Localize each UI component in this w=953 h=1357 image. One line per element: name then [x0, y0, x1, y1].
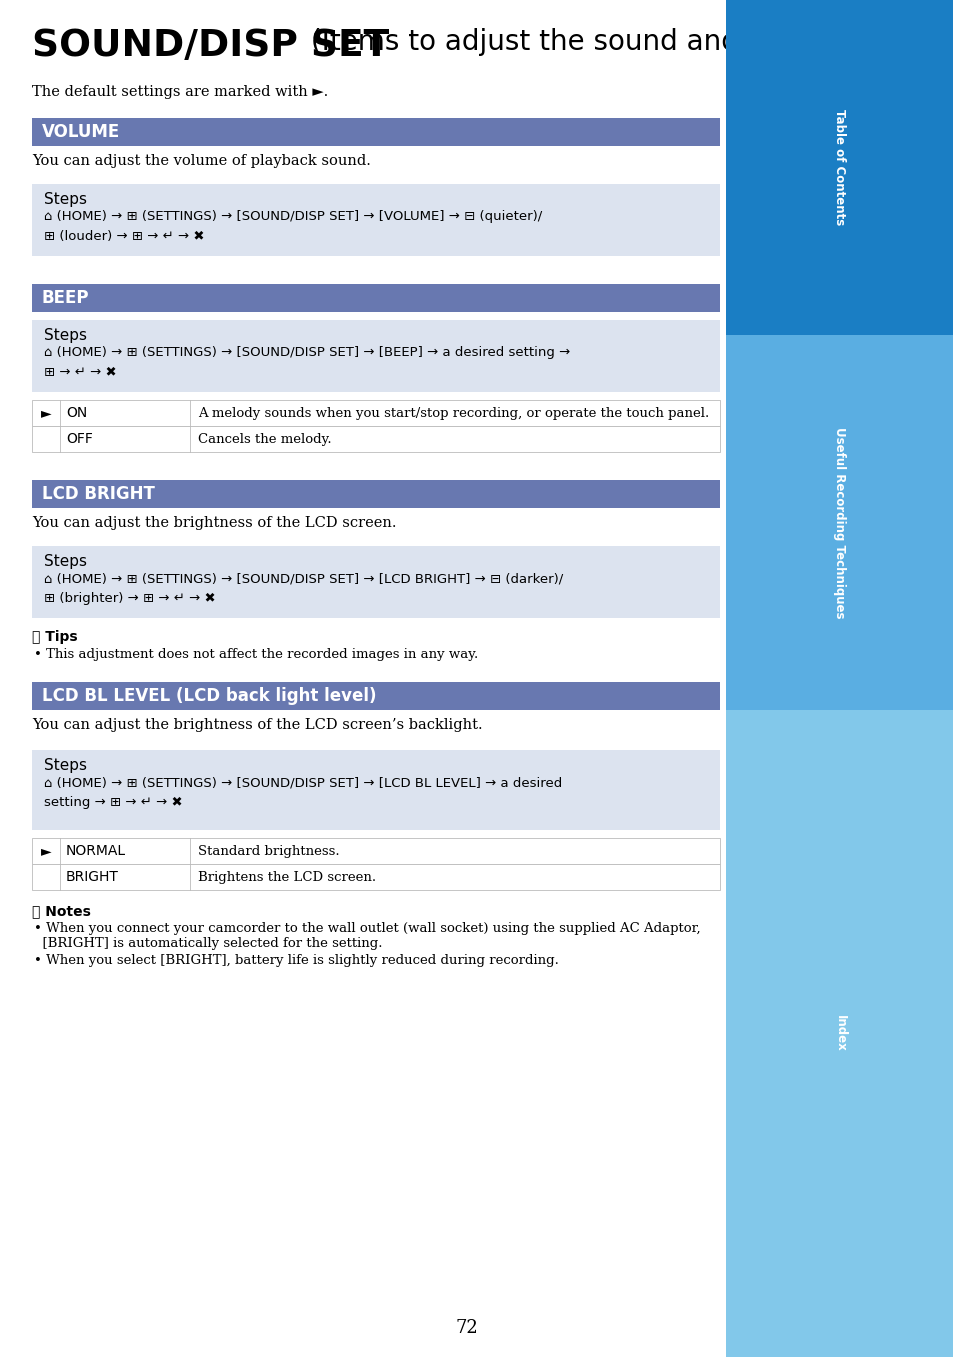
- Text: setting → ⊞ → ↵ → ✖: setting → ⊞ → ↵ → ✖: [44, 797, 182, 809]
- Text: (Items to adjust the sound and the screen): (Items to adjust the sound and the scree…: [302, 28, 904, 56]
- Text: Standard brightness.: Standard brightness.: [198, 844, 339, 858]
- Bar: [725, 335, 953, 710]
- Text: ⌂ (HOME) → ⊞ (SETTINGS) → [SOUND/DISP SET] → [BEEP] → a desired setting →: ⌂ (HOME) → ⊞ (SETTINGS) → [SOUND/DISP SE…: [44, 346, 570, 360]
- Text: Steps: Steps: [44, 759, 87, 773]
- Text: 💡 Tips: 💡 Tips: [32, 630, 77, 645]
- Bar: [32, 839, 720, 864]
- Text: ⌂ (HOME) → ⊞ (SETTINGS) → [SOUND/DISP SET] → [VOLUME] → ⊟ (quieter)/: ⌂ (HOME) → ⊞ (SETTINGS) → [SOUND/DISP SE…: [44, 210, 541, 223]
- Bar: [32, 118, 720, 147]
- Text: • This adjustment does not affect the recorded images in any way.: • This adjustment does not affect the re…: [34, 649, 477, 661]
- Text: You can adjust the brightness of the LCD screen’s backlight.: You can adjust the brightness of the LCD…: [32, 718, 482, 731]
- Text: ►: ►: [41, 844, 51, 858]
- Text: 72: 72: [456, 1319, 477, 1337]
- Text: Steps: Steps: [44, 554, 87, 569]
- Bar: [32, 426, 720, 452]
- Text: Cancels the melody.: Cancels the melody.: [198, 433, 332, 445]
- Text: • When you select [BRIGHT], battery life is slightly reduced during recording.: • When you select [BRIGHT], battery life…: [34, 954, 558, 968]
- Text: • When you connect your camcorder to the wall outlet (wall socket) using the sup: • When you connect your camcorder to the…: [34, 921, 700, 950]
- Text: Steps: Steps: [44, 191, 87, 208]
- Text: ⌂ (HOME) → ⊞ (SETTINGS) → [SOUND/DISP SET] → [LCD BRIGHT] → ⊟ (darker)/: ⌂ (HOME) → ⊞ (SETTINGS) → [SOUND/DISP SE…: [44, 573, 562, 585]
- Bar: [32, 683, 720, 710]
- Text: ►: ►: [41, 406, 51, 421]
- Text: LCD BRIGHT: LCD BRIGHT: [42, 484, 154, 503]
- Bar: [32, 185, 720, 256]
- Text: ⊞ (brighter) → ⊞ → ↵ → ✖: ⊞ (brighter) → ⊞ → ↵ → ✖: [44, 592, 215, 605]
- Text: Brightens the LCD screen.: Brightens the LCD screen.: [198, 870, 375, 883]
- Text: A melody sounds when you start/stop recording, or operate the touch panel.: A melody sounds when you start/stop reco…: [198, 407, 708, 419]
- Text: VOLUME: VOLUME: [42, 123, 120, 141]
- Text: You can adjust the volume of playback sound.: You can adjust the volume of playback so…: [32, 153, 371, 168]
- Bar: [32, 750, 720, 830]
- Text: ON: ON: [66, 406, 87, 421]
- Bar: [32, 320, 720, 392]
- Bar: [32, 546, 720, 617]
- Text: Table of Contents: Table of Contents: [833, 110, 845, 225]
- Text: NORMAL: NORMAL: [66, 844, 126, 858]
- Text: BEEP: BEEP: [42, 289, 90, 307]
- Bar: [32, 480, 720, 508]
- Text: Useful Recording Techniques: Useful Recording Techniques: [833, 426, 845, 619]
- Bar: [32, 400, 720, 426]
- Text: Ⓝ Notes: Ⓝ Notes: [32, 904, 91, 917]
- Bar: [32, 864, 720, 890]
- Text: You can adjust the brightness of the LCD screen.: You can adjust the brightness of the LCD…: [32, 516, 396, 531]
- Text: ⌂ (HOME) → ⊞ (SETTINGS) → [SOUND/DISP SET] → [LCD BL LEVEL] → a desired: ⌂ (HOME) → ⊞ (SETTINGS) → [SOUND/DISP SE…: [44, 776, 561, 788]
- Text: SOUND/DISP SET: SOUND/DISP SET: [32, 28, 389, 64]
- Bar: [32, 284, 720, 312]
- Bar: [725, 710, 953, 1357]
- Text: ⊞ (louder) → ⊞ → ↵ → ✖: ⊞ (louder) → ⊞ → ↵ → ✖: [44, 229, 204, 243]
- Text: LCD BL LEVEL (LCD back light level): LCD BL LEVEL (LCD back light level): [42, 687, 376, 706]
- Text: BRIGHT: BRIGHT: [66, 870, 119, 883]
- Bar: [725, 0, 953, 335]
- Text: ⊞ → ↵ → ✖: ⊞ → ↵ → ✖: [44, 366, 116, 379]
- Text: The default settings are marked with ►.: The default settings are marked with ►.: [32, 85, 328, 99]
- Text: Index: Index: [833, 1015, 845, 1052]
- Text: OFF: OFF: [66, 432, 92, 446]
- Text: Steps: Steps: [44, 328, 87, 343]
